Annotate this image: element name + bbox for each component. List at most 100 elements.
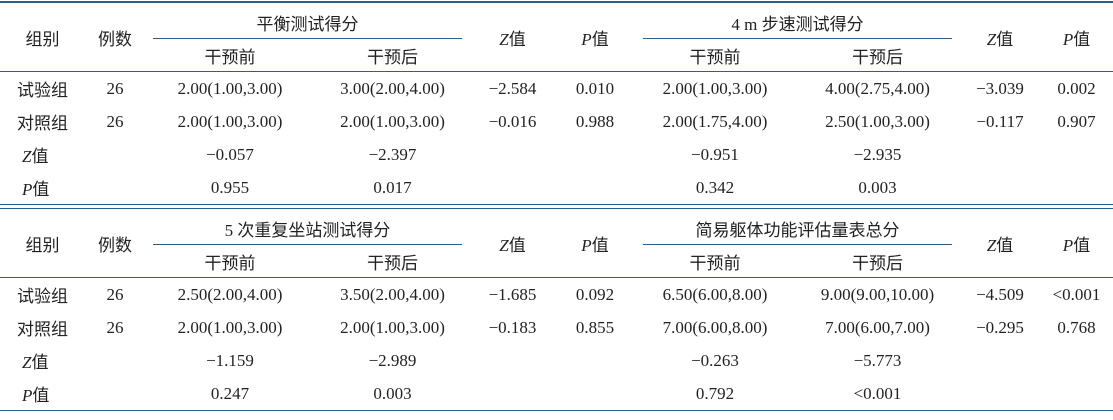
value-cell: 2.50(2.00,4.00): [145, 278, 315, 312]
group-name: 对照组: [17, 320, 68, 339]
scale-title: 平衡测试得分: [153, 4, 462, 39]
value: 2.50(1.00,3.00): [825, 111, 930, 131]
value-cell: −2.584: [470, 72, 555, 106]
value-cell: 2.00(1.00,3.00): [315, 105, 470, 138]
scale-title-cell: 4 m 步速测试得分: [635, 2, 960, 40]
value-cell: 0.247: [145, 377, 315, 411]
pre-header: 干预前: [204, 254, 256, 273]
value-cell: [470, 377, 555, 411]
value-cell: [555, 138, 635, 171]
value: 0.988: [575, 111, 615, 131]
value-cell: −0.951: [635, 138, 795, 171]
value-cell: 3.00(2.00,4.00): [315, 72, 470, 106]
value: 3.00(2.00,4.00): [340, 78, 445, 98]
value: −2.989: [368, 350, 417, 370]
header-cell: Z值: [960, 2, 1041, 72]
value: 2.00(1.00,3.00): [662, 78, 768, 98]
row-label: 对照组: [0, 311, 85, 344]
body-row: 对照组 26 2.00(1.00,3.00) 2.00(1.00,3.00) −0.01…: [0, 105, 1113, 138]
row-label: P值: [0, 377, 85, 411]
header-subrow: 干预前 干预后 干预前 干预后: [0, 246, 1113, 278]
header-cell: P值: [1040, 208, 1113, 278]
symbol-word: 值: [32, 386, 50, 405]
value-cell: [1040, 377, 1113, 411]
value-cell: 9.00(9.00,10.00): [795, 278, 960, 312]
value-cell: −2.989: [315, 344, 470, 377]
value: 0.907: [1057, 111, 1096, 131]
value-cell: [960, 344, 1040, 377]
header-cell: P值: [555, 208, 635, 278]
row-label: Z值: [0, 344, 85, 377]
count-header: 例数: [98, 29, 132, 49]
group-name: 试验组: [17, 287, 68, 306]
value-cell: [555, 344, 635, 377]
post-header: 干预后: [852, 48, 903, 67]
header-row: 组别 例数 5 次重复坐站测试得分 Z值 P值 简易躯体功能评估量表总分 Z值 P值: [0, 208, 1113, 278]
value-cell: 0.955: [145, 171, 315, 205]
value-cell: 0.907: [1040, 105, 1113, 138]
count-cell: 26: [85, 278, 145, 312]
value: 6.50(6.00,8.00): [662, 284, 768, 304]
body-row: P值 0.247 0.003 0.792 <0.001: [0, 377, 1113, 411]
symbol: P: [1062, 29, 1074, 49]
header-cell: Z值: [470, 2, 555, 72]
header-cell: 例数: [85, 208, 145, 278]
post-header: 干预后: [367, 254, 418, 273]
header-cell: 干预后: [315, 246, 470, 278]
value: 2.00(1.00,3.00): [177, 78, 283, 98]
count-cell: [85, 171, 145, 205]
header-subrow: 干预前 干预后 干预前 干预后: [0, 40, 1113, 72]
header-cell: Z值: [960, 208, 1040, 278]
header-cell: 干预前: [635, 40, 795, 72]
value-cell: −0.016: [470, 105, 555, 138]
value-cell: −2.397: [315, 138, 470, 171]
header-row: 组别 例数 平衡测试得分 Z值 P值 4 m 步速测试得分 Z值 P值: [0, 2, 1113, 72]
header-cell: 例数: [85, 2, 145, 72]
value: −0.057: [206, 144, 254, 164]
data-table: 组别 例数 5 次重复坐站测试得分 Z值 P值 简易躯体功能评估量表总分 Z值 P值 干预前 干预…: [0, 208, 1113, 411]
value: −1.159: [206, 350, 254, 370]
value: −3.039: [976, 78, 1024, 98]
count: 26: [106, 317, 124, 337]
post-header: 干预后: [367, 48, 418, 67]
value-cell: 0.017: [315, 171, 470, 205]
count-cell: 26: [85, 311, 145, 344]
value-cell: [960, 377, 1040, 411]
value: 0.003: [373, 383, 412, 403]
value-cell: −0.263: [635, 344, 795, 377]
value-cell: −0.295: [960, 311, 1040, 344]
count-header: 例数: [98, 235, 132, 255]
row-label: 对照组: [0, 105, 85, 138]
value: 0.002: [1057, 78, 1096, 98]
symbol: Z: [986, 235, 997, 255]
value-cell: 0.792: [635, 377, 795, 411]
value: 2.00(1.75,4.00): [662, 111, 768, 131]
value-cell: 0.342: [635, 171, 795, 205]
pre-header: 干预前: [689, 254, 741, 273]
symbol-word: 值: [32, 180, 50, 199]
header-cell: 干预前: [145, 40, 315, 72]
body-row: Z值 −1.159 −2.989 −0.263 −5.773: [0, 344, 1113, 377]
value: 9.00(9.00,10.00): [820, 284, 935, 304]
row-label: 试验组: [0, 278, 85, 312]
header-cell: 组别: [0, 208, 85, 278]
symbol: Z: [499, 29, 509, 49]
scale-title: 4 m 步速测试得分: [643, 4, 953, 39]
value-cell: 2.00(1.00,3.00): [145, 105, 315, 138]
value: 0.792: [695, 383, 735, 403]
value-cell: −0.057: [145, 138, 315, 171]
body-row: 对照组 26 2.00(1.00,3.00) 2.00(1.00,3.00) −0.18…: [0, 311, 1113, 344]
value-cell: [1040, 138, 1113, 171]
symbol-word: 值: [1073, 29, 1091, 49]
body-row: 试验组 26 2.50(2.00,4.00) 3.50(2.00,4.00) −1.68…: [0, 278, 1113, 312]
value-cell: 2.00(1.00,3.00): [145, 72, 315, 106]
value: −1.685: [488, 284, 537, 304]
count: 26: [106, 111, 124, 131]
group-header: 组别: [25, 29, 60, 49]
value: −2.397: [368, 144, 417, 164]
value-cell: 3.50(2.00,4.00): [315, 278, 470, 312]
value: −0.263: [691, 350, 739, 370]
symbol-word: 值: [591, 29, 609, 49]
value-cell: 0.002: [1040, 72, 1113, 106]
value-cell: 2.00(1.75,4.00): [635, 105, 795, 138]
